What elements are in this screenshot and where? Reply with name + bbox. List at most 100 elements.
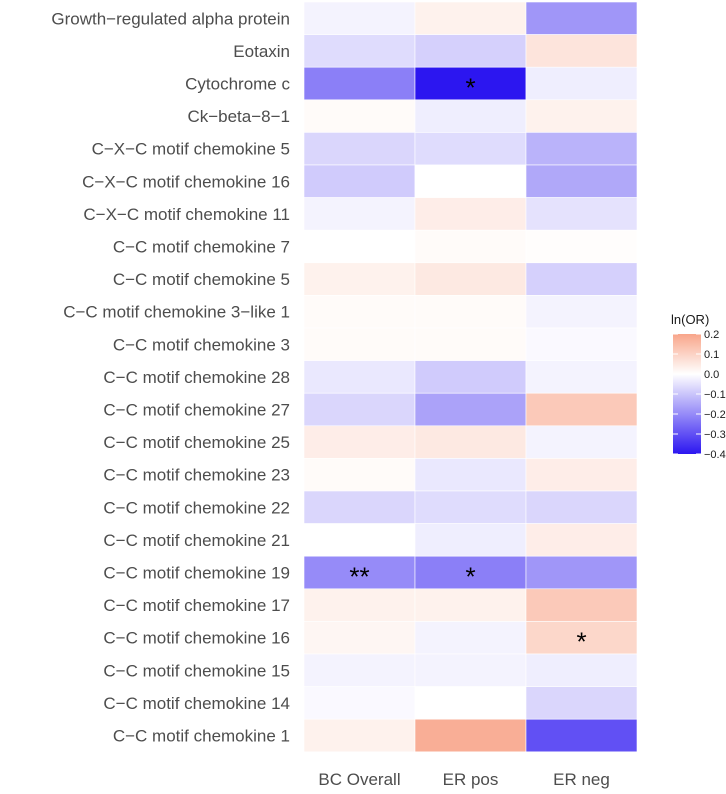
heatmap-cell-r12-c1 [414, 392, 527, 427]
row-label: Growth−regulated alpha protein [51, 9, 290, 28]
legend-ticks: 0.2 0.1 0.0 −0.1 −0.2 −0.3 −0.4 [673, 329, 726, 461]
heatmap-cell-r18-c2 [525, 588, 638, 622]
column-label: ER pos [443, 770, 499, 789]
heatmap-cell-r11-c1 [414, 360, 527, 394]
column-labels: BC Overall ER pos ER neg [318, 770, 609, 789]
significance-star: * [576, 627, 586, 657]
row-label: Eotaxin [233, 42, 290, 61]
row-label: C−X−C motif chemokine 5 [92, 140, 290, 159]
row-labels: Growth−regulated alpha protein Eotaxin Cyt… [51, 9, 290, 745]
heatmap-cell-r7-c2 [525, 229, 638, 264]
heatmap-cell-r11-c0 [303, 360, 416, 394]
heatmap-cell-r21-c2 [525, 686, 638, 720]
row-label: Ck−beta−8−1 [187, 107, 290, 126]
significance-star: * [465, 73, 475, 103]
heatmap-cell-r16-c1 [414, 523, 527, 557]
heatmap-cell-r8-c1 [414, 262, 527, 296]
row-label: C−X−C motif chemokine 16 [82, 172, 290, 191]
heatmap-cell-r22-c1 [414, 718, 527, 753]
row-label: C−C motif chemokine 22 [103, 498, 290, 517]
significance-star: ** [349, 562, 369, 592]
column-label: BC Overall [318, 770, 400, 789]
row-label: Cytochrome c [185, 75, 290, 94]
row-label: C−C motif chemokine 5 [113, 270, 290, 289]
heatmap-cell-r6-c0 [303, 197, 416, 231]
heatmap-cell-r21-c1 [414, 686, 527, 720]
heatmap-cell-r12-c0 [303, 392, 416, 427]
heatmap-cell-r7-c1 [414, 229, 527, 264]
heatmap-cell-r15-c2 [525, 490, 638, 524]
legend-tick-label: −0.2 [704, 409, 726, 421]
heatmap-cell-r3-c2 [525, 99, 638, 133]
row-label: C−C motif chemokine 3 [113, 335, 290, 354]
heatmap-cell-r1-c2 [525, 34, 638, 68]
legend-title: ln(OR) [671, 312, 709, 327]
heatmap-cell-r9-c2 [525, 295, 638, 329]
heatmap-cell-r2-c1 [414, 66, 527, 101]
heatmap-cell-r10-c1 [414, 327, 527, 361]
heatmap-cell-r10-c2 [525, 327, 638, 361]
heatmap-cell-r19-c2 [525, 621, 638, 655]
heatmap-cell-r8-c0 [303, 262, 416, 296]
heatmap-cell-r4-c1 [414, 132, 527, 166]
heatmap-cell-r21-c0 [303, 686, 416, 720]
heatmap-cell-r17-c0 [303, 555, 416, 590]
heatmap-cells [303, 1, 638, 753]
heatmap-cell-r15-c1 [414, 490, 527, 524]
heatmap-cell-r19-c0 [303, 621, 416, 655]
heatmap-cell-r2-c2 [525, 66, 638, 101]
heatmap-cell-r6-c2 [525, 197, 638, 231]
heatmap-cell-r19-c1 [414, 621, 527, 655]
heatmap-cell-r0-c1 [414, 1, 527, 35]
row-label: C−C motif chemokine 21 [103, 531, 290, 550]
heatmap-cell-r1-c0 [303, 34, 416, 68]
row-label: C−C motif chemokine 16 [103, 629, 290, 648]
heatmap-cell-r20-c1 [414, 653, 527, 687]
significance-star: * [465, 562, 475, 592]
heatmap-cell-r8-c2 [525, 262, 638, 296]
row-label: C−C motif chemokine 25 [103, 433, 290, 452]
legend-tick-label: −0.4 [704, 449, 726, 461]
heatmap-cell-r6-c1 [414, 197, 527, 231]
heatmap-cell-r16-c2 [525, 523, 638, 557]
heatmap-cell-r4-c2 [525, 132, 638, 166]
row-label: C−C motif chemokine 14 [103, 694, 290, 713]
heatmap-cell-r5-c2 [525, 164, 638, 198]
heatmap-cell-r14-c0 [303, 458, 416, 492]
heatmap-cell-r13-c2 [525, 425, 638, 459]
heatmap-cell-r2-c0 [303, 66, 416, 101]
heatmap-cell-r17-c2 [525, 555, 638, 590]
heatmap-cell-r4-c0 [303, 132, 416, 166]
heatmap-cell-r1-c1 [414, 34, 527, 68]
legend-tick-label: −0.1 [704, 389, 726, 401]
heatmap-cell-r20-c0 [303, 653, 416, 687]
heatmap-cell-r17-c1 [414, 555, 527, 590]
row-label: C−C motif chemokine 19 [103, 564, 290, 583]
row-label: C−C motif chemokine 1 [113, 727, 290, 746]
legend-tick-label: 0.2 [704, 329, 719, 341]
row-label: C−C motif chemokine 3−like 1 [63, 303, 290, 322]
heatmap-cell-r10-c0 [303, 327, 416, 361]
row-label: C−C motif chemokine 28 [103, 368, 290, 387]
color-legend: ln(OR) 0.2 0.1 0.0 −0.1 −0.2 −0.3 −0.4 [671, 312, 726, 461]
row-label: C−C motif chemokine 15 [103, 661, 290, 680]
heatmap-cell-r7-c0 [303, 229, 416, 264]
heatmap-cell-r18-c0 [303, 588, 416, 622]
heatmap-cell-r0-c2 [525, 1, 638, 35]
heatmap-cell-r12-c2 [525, 392, 638, 427]
legend-tick-label: −0.3 [704, 429, 726, 441]
row-label: C−X−C motif chemokine 11 [83, 205, 290, 224]
heatmap-cell-r13-c1 [414, 425, 527, 459]
heatmap-cell-r9-c1 [414, 295, 527, 329]
row-label: C−C motif chemokine 17 [103, 596, 290, 615]
heatmap-cell-r14-c2 [525, 458, 638, 492]
heatmap-cell-r13-c0 [303, 425, 416, 459]
heatmap-cell-r14-c1 [414, 458, 527, 492]
heatmap-cell-r22-c0 [303, 718, 416, 753]
row-label: C−C motif chemokine 27 [103, 401, 290, 420]
heatmap-cell-r3-c1 [414, 99, 527, 133]
heatmap-cell-r3-c0 [303, 99, 416, 133]
heatmap-cell-r20-c2 [525, 653, 638, 687]
heatmap-cell-r16-c0 [303, 523, 416, 557]
